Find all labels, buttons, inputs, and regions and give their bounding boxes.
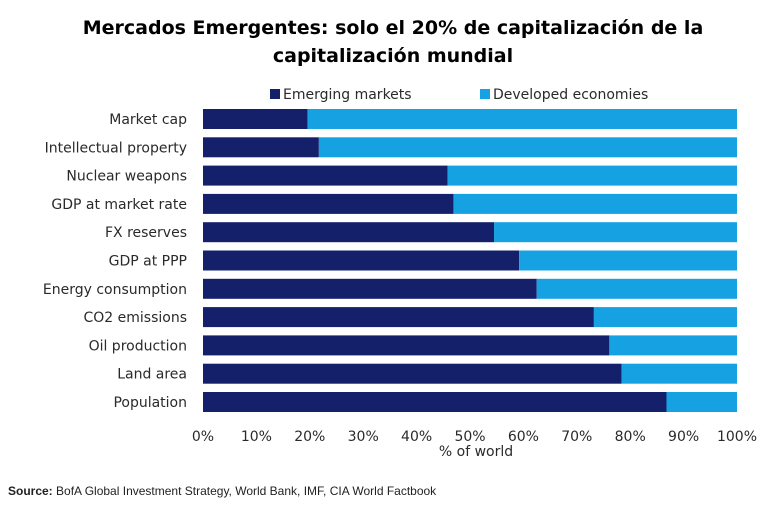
source-label: Source: (8, 484, 53, 498)
source-text: BofA Global Investment Strategy, World B… (52, 484, 437, 498)
bar-emerging-5 (203, 250, 520, 271)
bar-developed-0 (307, 109, 737, 129)
bar-emerging-6 (203, 278, 537, 299)
x-tick-label: 0% (192, 429, 214, 445)
x-tick-label: 20% (294, 429, 325, 445)
chart-title: Mercados Emergentes: solo el 20% de capi… (0, 14, 766, 70)
category-label: Population (113, 395, 187, 411)
x-tick-label: 40% (401, 429, 432, 445)
bar-emerging-2 (203, 165, 448, 186)
legend-swatch-developed (480, 89, 490, 99)
bar-emerging-3 (203, 193, 454, 214)
legend-label-emerging: Emerging markets (283, 87, 412, 103)
title-line-1: Mercados Emergentes: solo el 20% de capi… (82, 17, 704, 39)
bar-developed-3 (453, 193, 737, 214)
bar-chart: Emerging markets Developed economies Marke… (43, 87, 757, 460)
category-label: GDP at market rate (51, 197, 187, 213)
category-label: Intellectual property (45, 140, 187, 156)
category-label: Nuclear weapons (66, 169, 187, 185)
source-note: Source: BofA Global Investment Strategy,… (8, 484, 436, 498)
bar-developed-9 (621, 363, 737, 384)
bar-developed-5 (519, 250, 737, 271)
legend-label-developed: Developed economies (493, 87, 648, 103)
bar-developed-7 (593, 307, 737, 328)
x-tick-label: 30% (348, 429, 379, 445)
category-label: Energy consumption (43, 282, 187, 298)
legend-swatch-emerging (270, 89, 280, 99)
bar-developed-2 (447, 165, 737, 186)
x-tick-label: 70% (561, 429, 592, 445)
x-tick-label: 10% (241, 429, 272, 445)
bar-developed-8 (609, 335, 737, 356)
x-tick-label: 100% (717, 429, 757, 445)
x-axis-title: % of world (439, 444, 513, 460)
bar-developed-10 (666, 392, 737, 412)
category-label: Land area (117, 367, 187, 383)
category-label: GDP at PPP (109, 254, 187, 270)
bar-emerging-0 (203, 109, 308, 129)
bar-developed-1 (318, 137, 737, 158)
bar-emerging-7 (203, 307, 594, 328)
bar-emerging-1 (203, 137, 319, 158)
bar-developed-6 (536, 278, 737, 299)
title-line-2: capitalización mundial (272, 45, 514, 67)
category-label: CO2 emissions (83, 310, 187, 326)
x-tick-label: 90% (668, 429, 699, 445)
category-label: FX reserves (105, 225, 187, 241)
bar-emerging-9 (203, 363, 622, 384)
x-tick-label: 60% (508, 429, 539, 445)
category-label: Oil production (89, 338, 187, 354)
x-tick-label: 80% (615, 429, 646, 445)
category-label: Market cap (109, 112, 187, 128)
x-tick-label: 50% (454, 429, 485, 445)
bar-emerging-4 (203, 222, 495, 243)
bar-developed-4 (494, 222, 737, 243)
bar-emerging-10 (203, 392, 667, 412)
bar-emerging-8 (203, 335, 610, 356)
